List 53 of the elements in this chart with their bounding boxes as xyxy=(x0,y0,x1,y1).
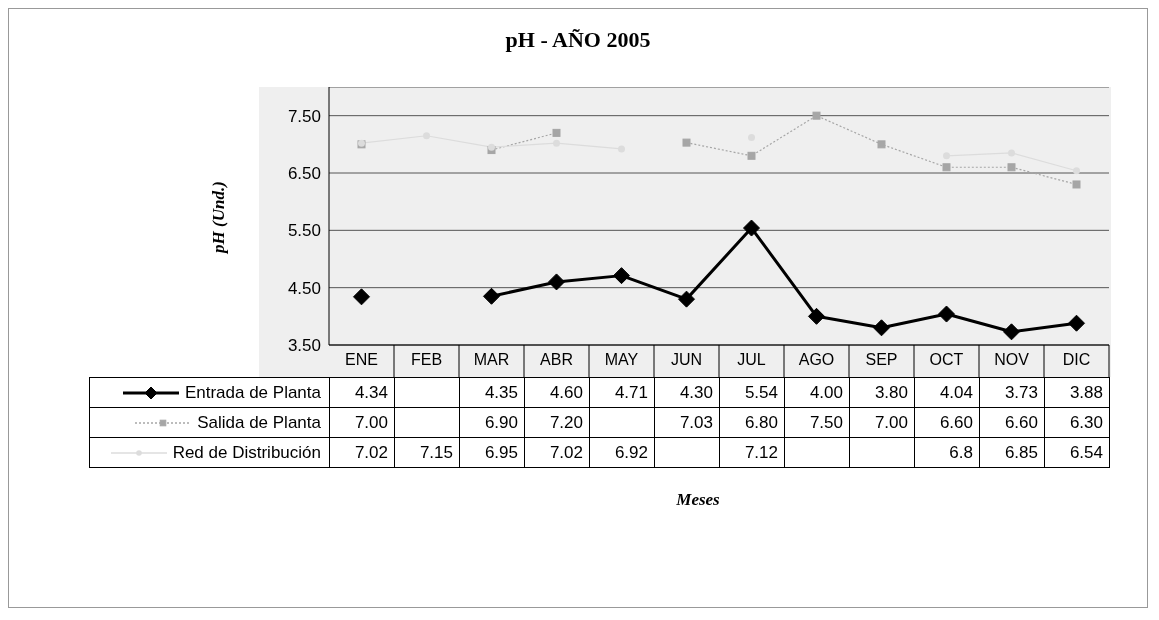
x-tick-label: ABR xyxy=(540,351,573,368)
y-tick-label: 7.50 xyxy=(287,106,321,126)
data-label: 6.8 xyxy=(914,437,980,468)
x-tick-label: MAY xyxy=(604,351,639,368)
data-label: 7.12 xyxy=(719,437,785,468)
data-label: 6.95 xyxy=(459,437,525,468)
x-tick-label: NOV xyxy=(994,351,1030,368)
x-tick-label: AGO xyxy=(798,351,835,368)
x-tick-label: DIC xyxy=(1062,351,1091,368)
legend-label: Red de Distribución xyxy=(89,437,330,468)
data-label: 5.54 xyxy=(719,377,785,408)
text: Meses xyxy=(676,490,720,509)
x-tick-label: OCT xyxy=(929,351,964,368)
data-label: 7.00 xyxy=(329,407,395,438)
data-label: 4.00 xyxy=(784,377,850,408)
data-label: 7.02 xyxy=(329,437,395,468)
data-label: 4.30 xyxy=(654,377,720,408)
data-label: 6.60 xyxy=(979,407,1045,438)
data-label: 3.80 xyxy=(849,377,915,408)
data-label: 4.71 xyxy=(589,377,655,408)
data-label: 6.85 xyxy=(979,437,1045,468)
data-label: 6.30 xyxy=(1044,407,1110,438)
x-tick-label: JUN xyxy=(670,351,703,368)
x-tick-label: SEP xyxy=(865,351,898,368)
data-label: 6.80 xyxy=(719,407,785,438)
data-label: 6.60 xyxy=(914,407,980,438)
y-tick-label: 3.50 xyxy=(287,336,321,356)
y-tick-label: 5.50 xyxy=(287,221,321,241)
data-label: 4.35 xyxy=(459,377,525,408)
x-tick-label: FEB xyxy=(410,351,443,368)
x-tick-label: MAR xyxy=(473,351,510,368)
data-label: 6.92 xyxy=(589,437,655,468)
x-tick-label: JUL xyxy=(737,351,766,368)
data-label: 4.34 xyxy=(329,377,395,408)
data-label: 6.54 xyxy=(1044,437,1110,468)
x-tick-label: ENE xyxy=(345,351,378,368)
legend-label: Entrada de Planta xyxy=(89,377,330,408)
data-label: 7.03 xyxy=(654,407,720,438)
y-tick-label: 6.50 xyxy=(287,164,321,184)
data-label: 3.88 xyxy=(1044,377,1110,408)
data-label: 7.15 xyxy=(394,437,460,468)
data-label: 7.50 xyxy=(784,407,850,438)
data-label: 7.20 xyxy=(524,407,590,438)
data-label: 3.73 xyxy=(979,377,1045,408)
data-label: 7.02 xyxy=(524,437,590,468)
legend-label: Salida de Planta xyxy=(89,407,330,438)
y-tick-label: 4.50 xyxy=(287,278,321,298)
data-label: 4.04 xyxy=(914,377,980,408)
y-axis-title: pH (Und.) xyxy=(209,181,229,253)
data-label: 4.60 xyxy=(524,377,590,408)
data-label: 6.90 xyxy=(459,407,525,438)
chart-title: pH - AÑO 2005 xyxy=(504,27,652,54)
data-label: 7.00 xyxy=(849,407,915,438)
